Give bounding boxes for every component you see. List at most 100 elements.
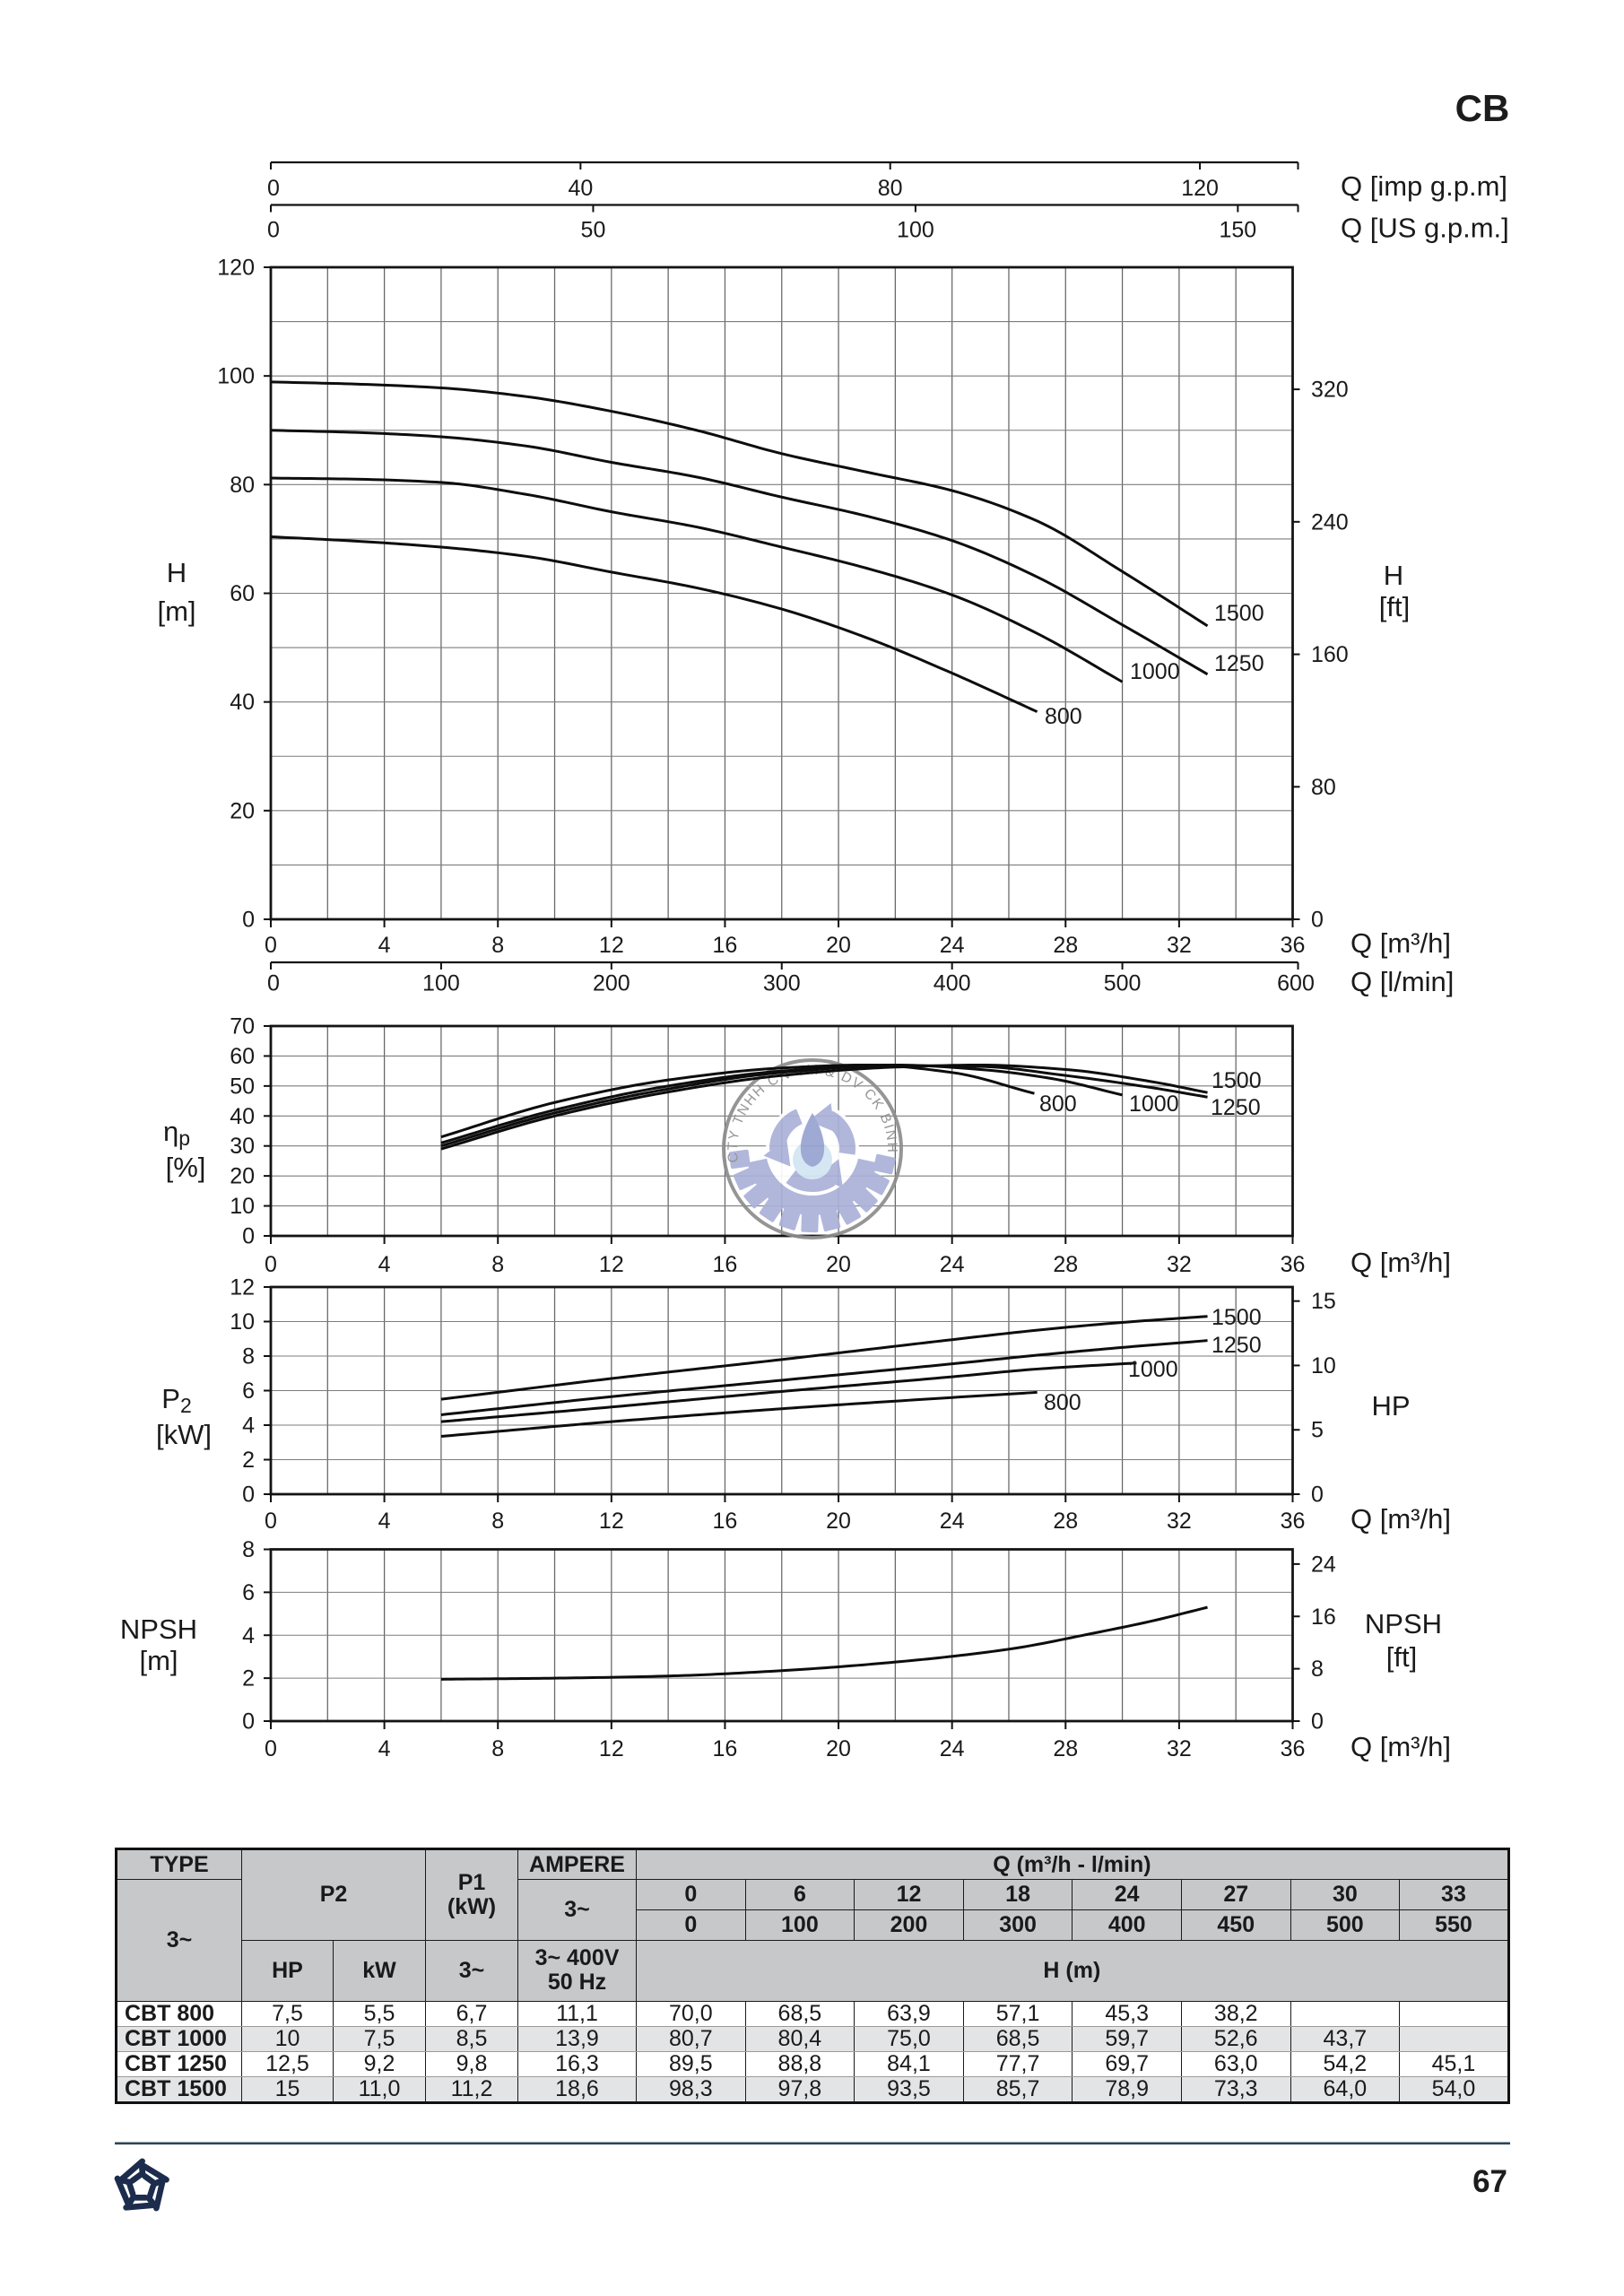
svg-text:10: 10: [1311, 1353, 1336, 1378]
svg-text:4: 4: [378, 1252, 391, 1277]
svg-text:1500: 1500: [1214, 601, 1264, 626]
svg-text:500: 500: [1104, 971, 1142, 996]
svg-text:10: 10: [230, 1194, 255, 1219]
svg-text:0: 0: [242, 1483, 255, 1508]
svg-text:15: 15: [1311, 1289, 1336, 1314]
svg-text:80: 80: [230, 473, 255, 498]
svg-text:100: 100: [422, 971, 460, 996]
svg-text:120: 120: [1181, 176, 1219, 201]
svg-text:32: 32: [1167, 1736, 1192, 1761]
svg-text:30: 30: [230, 1134, 255, 1159]
svg-text:[kW]: [kW]: [156, 1419, 212, 1450]
svg-text:8: 8: [242, 1537, 255, 1562]
svg-text:24: 24: [940, 1252, 965, 1277]
svg-text:400: 400: [934, 971, 971, 996]
svg-text:0: 0: [267, 176, 280, 201]
svg-text:Q [m³/h]: Q [m³/h]: [1350, 1503, 1451, 1535]
svg-text:1000: 1000: [1129, 1091, 1179, 1117]
svg-text:600: 600: [1277, 971, 1315, 996]
svg-text:28: 28: [1053, 1252, 1078, 1277]
svg-text:20: 20: [230, 798, 255, 823]
svg-text:[ft]: [ft]: [1379, 591, 1410, 622]
svg-text:12: 12: [599, 933, 624, 958]
svg-text:40: 40: [568, 176, 593, 201]
svg-text:8: 8: [491, 1736, 504, 1761]
svg-text:800: 800: [1039, 1091, 1077, 1117]
svg-text:8: 8: [491, 933, 504, 958]
svg-text:80: 80: [1311, 775, 1336, 800]
svg-text:0: 0: [265, 1252, 277, 1277]
svg-text:0: 0: [265, 1509, 277, 1534]
svg-text:Q [m³/h]: Q [m³/h]: [1350, 1247, 1451, 1278]
svg-text:20: 20: [826, 933, 851, 958]
svg-text:20: 20: [826, 1252, 851, 1277]
svg-text:[%]: [%]: [166, 1152, 206, 1183]
svg-text:5: 5: [1311, 1418, 1324, 1443]
svg-text:28: 28: [1053, 1509, 1078, 1534]
svg-text:36: 36: [1281, 933, 1306, 958]
svg-text:HP: HP: [1371, 1390, 1410, 1422]
svg-text:4: 4: [378, 1509, 391, 1534]
svg-text:H: H: [1384, 560, 1403, 591]
svg-text:8: 8: [1311, 1657, 1324, 1682]
svg-text:36: 36: [1281, 1736, 1306, 1761]
svg-text:60: 60: [230, 1044, 255, 1069]
svg-text:1250: 1250: [1211, 1095, 1261, 1120]
svg-text:Q [l/min]: Q [l/min]: [1350, 966, 1454, 997]
svg-text:1500: 1500: [1211, 1305, 1262, 1330]
svg-text:0: 0: [267, 971, 280, 996]
svg-text:150: 150: [1220, 218, 1257, 243]
svg-text:100: 100: [217, 364, 255, 389]
svg-text:24: 24: [1311, 1552, 1336, 1577]
svg-text:8: 8: [491, 1252, 504, 1277]
svg-text:Q [m³/h]: Q [m³/h]: [1350, 927, 1451, 959]
svg-text:0: 0: [242, 1709, 255, 1735]
svg-text:2: 2: [242, 1448, 255, 1473]
svg-text:32: 32: [1167, 1509, 1192, 1534]
svg-text:50: 50: [581, 218, 606, 243]
svg-text:1500: 1500: [1211, 1068, 1262, 1093]
svg-text:P2: P2: [161, 1383, 191, 1417]
svg-text:Q [imp g.p.m]: Q [imp g.p.m]: [1341, 170, 1507, 202]
svg-text:[m]: [m]: [139, 1645, 178, 1676]
svg-text:24: 24: [940, 933, 965, 958]
svg-text:28: 28: [1053, 933, 1078, 958]
svg-text:1000: 1000: [1130, 659, 1180, 684]
svg-text:70: 70: [230, 1014, 255, 1039]
svg-text:16: 16: [713, 1509, 738, 1534]
svg-text:8: 8: [491, 1509, 504, 1534]
svg-text:8: 8: [242, 1344, 255, 1370]
svg-text:0: 0: [1311, 1483, 1324, 1508]
svg-text:2: 2: [242, 1666, 255, 1692]
svg-text:[m]: [m]: [157, 596, 195, 627]
svg-text:40: 40: [230, 1104, 255, 1129]
svg-text:0: 0: [1311, 1709, 1324, 1735]
svg-text:Q [US g.p.m.]: Q [US g.p.m.]: [1341, 213, 1509, 244]
svg-text:20: 20: [826, 1736, 851, 1761]
svg-text:60: 60: [230, 581, 255, 606]
svg-text:16: 16: [713, 1252, 738, 1277]
svg-text:H: H: [167, 557, 187, 588]
svg-text:32: 32: [1167, 933, 1192, 958]
svg-text:6: 6: [242, 1580, 255, 1605]
svg-text:4: 4: [378, 933, 391, 958]
svg-text:24: 24: [940, 1509, 965, 1534]
svg-text:24: 24: [940, 1736, 965, 1761]
svg-text:ηp: ηp: [163, 1116, 190, 1150]
svg-text:0: 0: [1311, 908, 1324, 933]
svg-text:120: 120: [217, 256, 255, 281]
svg-text:Q [m³/h]: Q [m³/h]: [1350, 1731, 1451, 1762]
svg-text:[ft]: [ft]: [1386, 1641, 1417, 1673]
svg-text:1250: 1250: [1214, 651, 1264, 676]
svg-text:36: 36: [1281, 1509, 1306, 1534]
svg-text:100: 100: [897, 218, 934, 243]
svg-text:16: 16: [713, 933, 738, 958]
svg-text:1250: 1250: [1211, 1333, 1262, 1358]
svg-text:NPSH: NPSH: [120, 1613, 197, 1645]
svg-text:12: 12: [230, 1275, 255, 1300]
svg-text:240: 240: [1311, 509, 1349, 535]
svg-text:10: 10: [230, 1309, 255, 1335]
svg-text:0: 0: [265, 933, 277, 958]
svg-text:28: 28: [1053, 1736, 1078, 1761]
svg-text:4: 4: [378, 1736, 391, 1761]
